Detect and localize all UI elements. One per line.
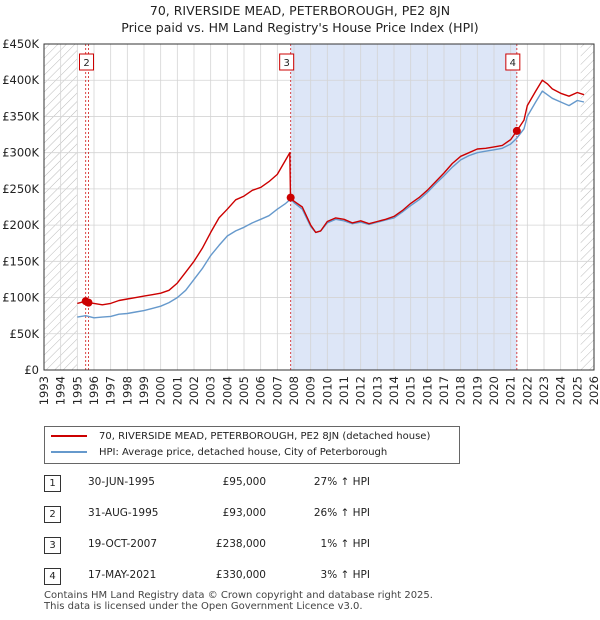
legend-label-property: 70, RIVERSIDE MEAD, PETERBOROUGH, PE2 8J… (99, 431, 431, 442)
x-tick-label: 2020 (487, 376, 501, 405)
chart-title: 70, RIVERSIDE MEAD, PETERBOROUGH, PE2 8J… (0, 2, 600, 36)
sale-date: 17-MAY-2021 (88, 569, 157, 581)
marker-box-label: 4 (510, 58, 516, 69)
x-tick-label: 2023 (537, 376, 551, 405)
x-tick-label: 2013 (370, 376, 384, 405)
y-tick-label: £250K (2, 182, 39, 196)
x-tick-label: 2022 (520, 376, 534, 405)
sale-row: 3 19-OCT-2007 £238,000 1% ↑ HPI (44, 534, 464, 558)
y-tick-label: £300K (2, 146, 39, 160)
x-tick-label: 1997 (104, 376, 118, 405)
sale-date: 19-OCT-2007 (88, 538, 157, 550)
sale-price: £95,000 (222, 476, 266, 488)
marker-box (79, 53, 94, 71)
x-tick-label: 2015 (404, 376, 418, 405)
x-tick-label: 2016 (420, 376, 434, 405)
x-tick-label: 1995 (70, 376, 84, 405)
title-line-1: 70, RIVERSIDE MEAD, PETERBOROUGH, PE2 8J… (149, 3, 451, 18)
hatch-region-end (580, 44, 594, 370)
sale-price: £330,000 (215, 569, 266, 581)
sale-hpi-change: 26% ↑ HPI (313, 507, 370, 519)
sale-point (512, 126, 521, 135)
sale-price: £238,000 (215, 538, 266, 550)
sale-date: 30-JUN-1995 (88, 476, 155, 488)
x-tick-label: 2006 (254, 376, 268, 405)
x-tick-label: 2012 (354, 376, 368, 405)
y-tick-label: £100K (2, 291, 39, 305)
x-tick-label: 2005 (237, 376, 251, 405)
x-tick-label: 2025 (570, 376, 584, 405)
legend-item-hpi: HPI: Average price, detached house, City… (51, 446, 387, 460)
shaded-period (290, 44, 517, 370)
sale-number-badge: 2 (44, 506, 61, 523)
y-tick-label: £350K (2, 109, 39, 123)
y-tick-label: £400K (2, 73, 39, 87)
x-tick-label: 2001 (170, 376, 184, 405)
sale-hpi-change: 3% ↑ HPI (320, 569, 370, 581)
footer-line-1: Contains HM Land Registry data © Crown c… (44, 590, 433, 601)
y-tick-label: £50K (10, 327, 40, 341)
x-tick-label: 2004 (220, 376, 234, 405)
x-tick-label: 1999 (137, 376, 151, 405)
footer-line-2: This data is licensed under the Open Gov… (44, 601, 363, 612)
marker-box-label: 3 (283, 58, 289, 69)
x-tick-label: 1998 (120, 376, 134, 405)
x-tick-label: 2021 (504, 376, 518, 405)
x-tick-label: 2000 (154, 376, 168, 405)
y-tick-label: £200K (2, 218, 39, 232)
x-tick-label: 2011 (337, 376, 351, 405)
x-tick-label: 1996 (87, 376, 101, 405)
price-chart: £0 £50K £100K £150K £200K £250K £300K £350K £400… (2, 37, 600, 405)
property-series-line (77, 79, 585, 306)
x-tick-label: 1994 (54, 376, 68, 405)
sale-row: 1 30-JUN-1995 £95,000 27% ↑ HPI (44, 472, 464, 496)
sale-hpi-change: 27% ↑ HPI (313, 476, 370, 488)
footer-notice: Contains HM Land Registry data © Crown c… (44, 590, 433, 612)
legend-item-property: 70, RIVERSIDE MEAD, PETERBOROUGH, PE2 8J… (51, 430, 430, 444)
x-tick-label: 2009 (304, 376, 318, 405)
x-tick-label: 2024 (554, 376, 568, 405)
sale-row: 4 17-MAY-2021 £330,000 3% ↑ HPI (44, 565, 464, 589)
sale-date: 31-AUG-1995 (88, 507, 159, 519)
sale-number-badge: 1 (44, 475, 61, 492)
x-tick-label: 1993 (37, 376, 51, 405)
title-line-2: Price paid vs. HM Land Registry's House … (121, 20, 479, 35)
sale-price: £93,000 (222, 507, 266, 519)
marker-box (505, 53, 521, 71)
sale-point (84, 298, 93, 307)
x-tick-label: 2014 (387, 376, 401, 405)
x-tick-label: 2008 (287, 376, 301, 405)
x-tick-label: 2003 (204, 376, 218, 405)
sale-row: 2 31-AUG-1995 £93,000 26% ↑ HPI (44, 503, 464, 527)
sale-point (286, 193, 295, 202)
y-tick-label: £450K (2, 37, 39, 51)
axis-frame (43, 43, 595, 371)
x-tick-label: 2002 (187, 376, 201, 405)
sale-number-badge: 4 (44, 568, 61, 585)
legend-label-hpi: HPI: Average price, detached house, City… (99, 447, 388, 458)
x-tick-label: 2007 (270, 376, 284, 405)
y-tick-label: £150K (2, 254, 39, 268)
sale-hpi-change: 1% ↑ HPI (320, 538, 370, 550)
hpi-series-line (77, 90, 585, 319)
marker-box-label: 2 (83, 58, 89, 69)
marker-box (279, 53, 295, 71)
x-tick-label: 2018 (454, 376, 468, 405)
x-tick-label: 2026 (587, 376, 600, 405)
x-tick-label: 2019 (470, 376, 484, 405)
legend: 70, RIVERSIDE MEAD, PETERBOROUGH, PE2 8J… (44, 426, 460, 464)
sale-number-badge: 3 (44, 537, 61, 554)
y-tick-label: £0 (24, 363, 39, 377)
x-tick-label: 2017 (437, 376, 451, 405)
x-tick-label: 2010 (320, 376, 334, 405)
legend-swatch-hpi (51, 451, 87, 453)
legend-swatch-property (51, 435, 87, 437)
